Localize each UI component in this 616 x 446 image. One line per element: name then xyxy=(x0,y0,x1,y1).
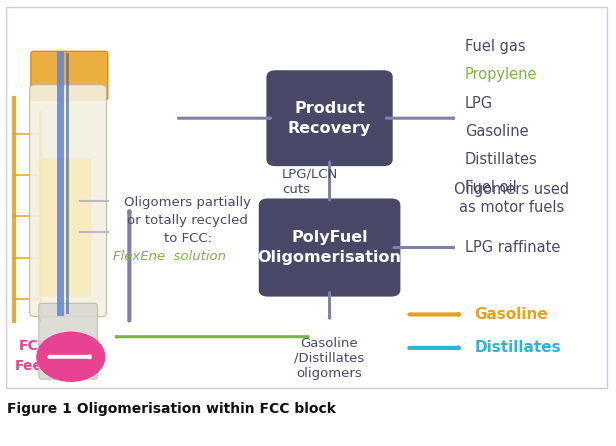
Text: Gasoline
/Distillates
oligomers: Gasoline /Distillates oligomers xyxy=(294,337,365,380)
Text: Feed: Feed xyxy=(15,359,53,373)
FancyBboxPatch shape xyxy=(30,85,107,317)
Text: Product
Recovery: Product Recovery xyxy=(288,101,371,136)
FancyBboxPatch shape xyxy=(6,7,607,388)
Text: Oligomers used
as motor fuels: Oligomers used as motor fuels xyxy=(454,182,569,215)
Text: Fuel gas: Fuel gas xyxy=(465,39,525,54)
Text: to FCC:: to FCC: xyxy=(164,232,212,245)
Text: Distillates: Distillates xyxy=(474,340,561,355)
Text: Distillates: Distillates xyxy=(465,152,538,167)
Text: FlexEne  solution: FlexEne solution xyxy=(113,250,226,263)
Text: Gasoline: Gasoline xyxy=(474,307,548,322)
Text: LPG/LCN
cuts: LPG/LCN cuts xyxy=(282,168,338,196)
Text: PolyFuel
Oligomerisation: PolyFuel Oligomerisation xyxy=(257,230,402,265)
Text: Gasoline: Gasoline xyxy=(465,124,529,139)
FancyBboxPatch shape xyxy=(39,303,97,379)
FancyBboxPatch shape xyxy=(39,158,91,297)
Text: Oligomers partially: Oligomers partially xyxy=(124,196,251,210)
Text: or totally recycled: or totally recycled xyxy=(128,214,248,227)
Text: Figure 1 Oligomerisation within FCC block: Figure 1 Oligomerisation within FCC bloc… xyxy=(7,402,336,417)
Text: LPG: LPG xyxy=(465,95,493,111)
Text: Fuel oil: Fuel oil xyxy=(465,180,517,195)
Text: LPG raffinate: LPG raffinate xyxy=(465,240,561,255)
FancyBboxPatch shape xyxy=(267,70,393,166)
FancyBboxPatch shape xyxy=(259,198,400,297)
Text: Propylene: Propylene xyxy=(465,67,538,83)
FancyBboxPatch shape xyxy=(9,13,166,381)
Circle shape xyxy=(37,332,105,381)
FancyBboxPatch shape xyxy=(31,51,108,100)
Text: FCC: FCC xyxy=(19,339,49,353)
